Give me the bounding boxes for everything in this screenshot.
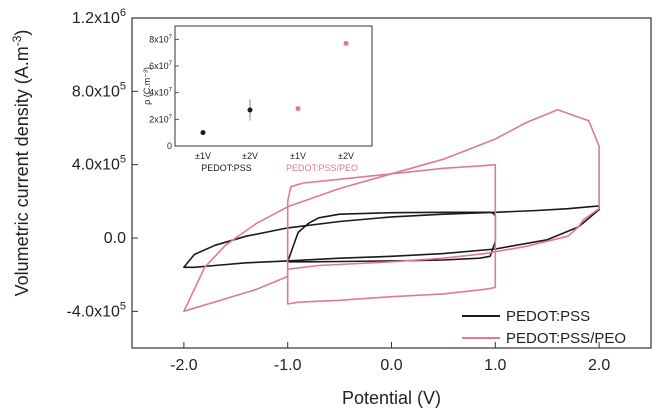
inset-frame [174,25,373,147]
main-plot: -4.0x105 0.0 4.0x105 8.0x105 1.2x106 -2.0 -1.0… [10,7,652,408]
inset-y-tick-label-0: 0 [167,141,172,151]
inset-group-label-0: PEDOT:PSS [201,163,252,173]
y-tick-label-4: 1.2x106 [72,7,126,27]
series-line-3 [286,163,497,305]
x-axis-title: Potential (V) [342,388,441,408]
x-tick-label-0: -2.0 [170,357,198,374]
y-axis-title: Volumetric current density (A.m-3) [10,30,32,297]
series-line-1 [286,211,497,263]
y-tick-label-2: 4.0x105 [72,154,126,174]
y-tick-label-1: 0.0 [104,230,126,247]
inset-y-axis-title: ρ (C.m⁻³) [142,67,152,105]
series-line-2 [183,108,600,313]
inset-category-label-2: ±1V [290,151,306,161]
inset-point-3 [343,40,349,46]
y-tick-label-0: -4.0x105 [67,300,127,320]
x-tick-label-2: 0.0 [380,357,402,374]
inset-group-label-1: PEDOT:PSS/PEO [286,163,358,173]
x-tick-label-1: -1.0 [274,357,302,374]
legend-label-0: PEDOT:PSS [506,308,590,325]
inset-category-label-1: ±2V [242,151,258,161]
inset-y-tick-label-4: 8x107 [149,34,173,44]
inset-y-tick-label-1: 2x107 [149,114,173,124]
x-tick-label-4: 2.0 [588,357,610,374]
inset-y-tick-label-2: 4x107 [149,88,173,98]
inset-category-label-3: ±2V [338,151,354,161]
y-tick-label-3: 8.0x105 [72,80,126,100]
inset-point-1 [247,107,253,113]
legend-label-1: PEDOT:PSS/PEO [506,330,626,347]
inset-point-0 [200,130,206,136]
x-tick-label-3: 1.0 [484,357,506,374]
inset-category-label-0: ±1V [195,151,211,161]
inset-point-2 [295,106,301,112]
inset-y-tick-label-3: 6x107 [149,61,173,71]
inset-plot: 0 2x107 4x107 6x107 8x107 ρ (C.m⁻³) ±1V ±2V ±1V ±… [142,25,373,173]
series-line-0 [183,205,600,269]
